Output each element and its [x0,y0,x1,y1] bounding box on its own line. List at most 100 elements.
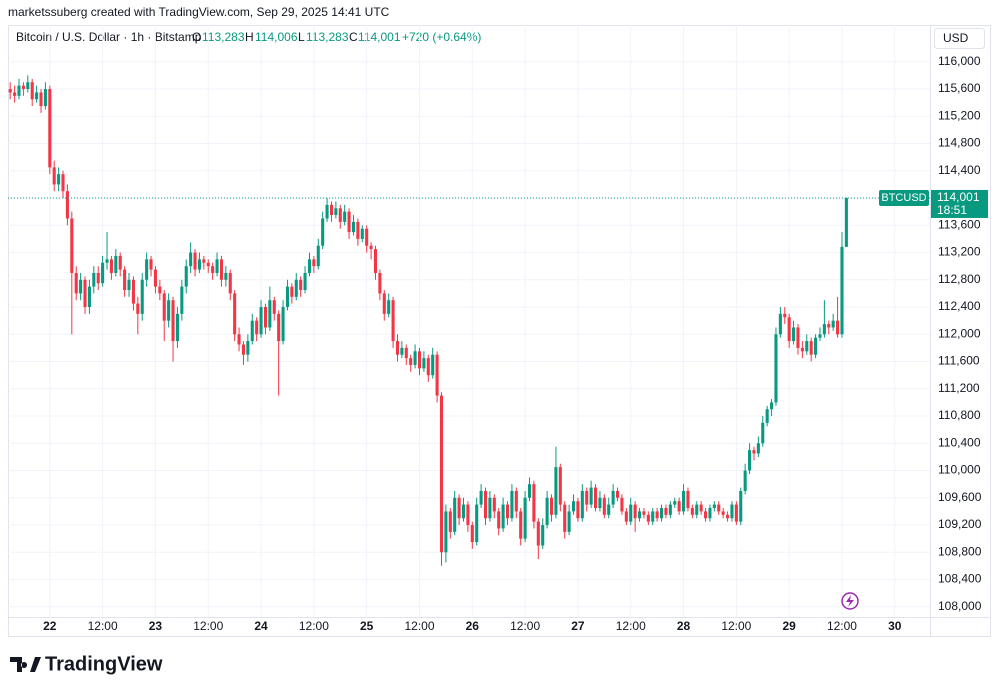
candle-body [461,504,466,519]
candle-body [250,320,254,342]
candle-body [497,511,501,529]
x-tick-label: 12:00 [88,619,118,633]
candle-body [162,293,166,321]
candle-body [158,286,162,294]
candle-body [334,208,338,216]
candle-body [109,259,113,273]
candle-body [598,497,602,509]
candle-body [277,313,281,342]
candle-body [770,402,774,410]
candle-body [708,508,712,519]
candle-body [395,341,400,355]
legend-o: 113,283 [202,30,245,44]
y-tick-label: 112,000 [938,326,981,340]
candle-body [422,358,426,369]
y-tick-label: 112,800 [938,272,981,286]
candle-body [748,450,752,471]
candle-body [541,525,545,546]
candle-body [660,508,664,519]
candle-body [307,259,312,273]
candle-body [629,504,633,522]
candle-body [519,511,523,539]
watermark: marketssuberg created with TradingView.c… [8,5,390,19]
candle-body [792,327,796,342]
candle-body [475,504,479,543]
candle-body [329,204,334,216]
candle-body [70,218,74,273]
candle-body [470,525,474,543]
candle-body [721,511,725,515]
candle-body [805,341,809,352]
candle-body [39,92,43,107]
currency-button[interactable] [934,28,985,49]
lightning-icon [841,592,859,610]
candle-body [822,324,826,335]
candle-body [668,504,672,515]
candle-body [761,422,765,444]
legend-h-key: H [245,30,254,44]
candle-body [704,511,708,519]
candle-body [382,293,386,314]
candle-body [378,272,382,294]
y-tick-label: 114,800 [938,136,981,150]
y-tick-label: 110,400 [938,435,981,449]
candle-body [246,341,250,355]
legend-l: 113,283 [306,30,349,44]
candle-body [365,228,369,246]
candle-body [664,508,668,515]
grid [8,25,930,617]
candle-body [567,511,571,532]
candle-body [167,300,171,321]
candle-body [589,487,593,505]
candle-body [571,501,576,512]
y-tick-label: 115,200 [938,108,981,122]
candle-body [690,508,694,515]
candle-body [123,269,127,291]
symbol-title: Bitcoin / U.S. Dollar · 1h · Bitstamp [16,30,202,44]
candle-body [347,211,351,233]
candle-body [338,208,342,222]
axes: 108,000 108,400 108,800 109,200 109,600 110,0… [8,54,988,633]
candle-body [585,490,589,505]
candle-body [356,221,360,239]
candle-body [351,221,356,233]
candle-body [74,272,78,294]
legend-o-key: O [192,30,201,44]
candle-body [184,266,188,287]
candle-body [228,272,232,294]
x-tick-label: 12:00 [404,619,434,633]
x-tick-label: 30 [888,619,902,633]
candle-body [466,504,470,526]
candle-body [633,504,637,519]
candle-body [642,511,646,515]
candle-body [778,313,782,335]
currency[interactable]: USD [943,31,969,45]
candle-body [17,85,21,96]
candle-body [189,252,193,267]
candle-body [840,246,844,335]
x-tick-label: 29 [782,619,796,633]
x-tick-label: 28 [677,619,691,633]
candle-body [145,259,149,280]
candle-body [391,300,395,342]
candle-body [448,511,452,532]
candle-body [321,218,325,246]
candle-body [61,174,65,192]
candle-body [303,272,307,291]
candle-body [563,504,567,532]
candle-body [646,514,650,522]
candle-body [637,511,642,519]
candle-body [756,443,760,454]
candle-body [417,351,422,369]
candle-body [255,320,259,335]
candle-body [699,504,703,512]
candle-body [686,490,690,509]
logo-text: TradingView [45,653,163,675]
candle-body [281,307,285,342]
candle-body [57,174,61,185]
y-tick-label: 108,000 [938,599,982,613]
candle-body [492,497,496,512]
candle-body [682,490,686,512]
candle-body [510,490,514,519]
